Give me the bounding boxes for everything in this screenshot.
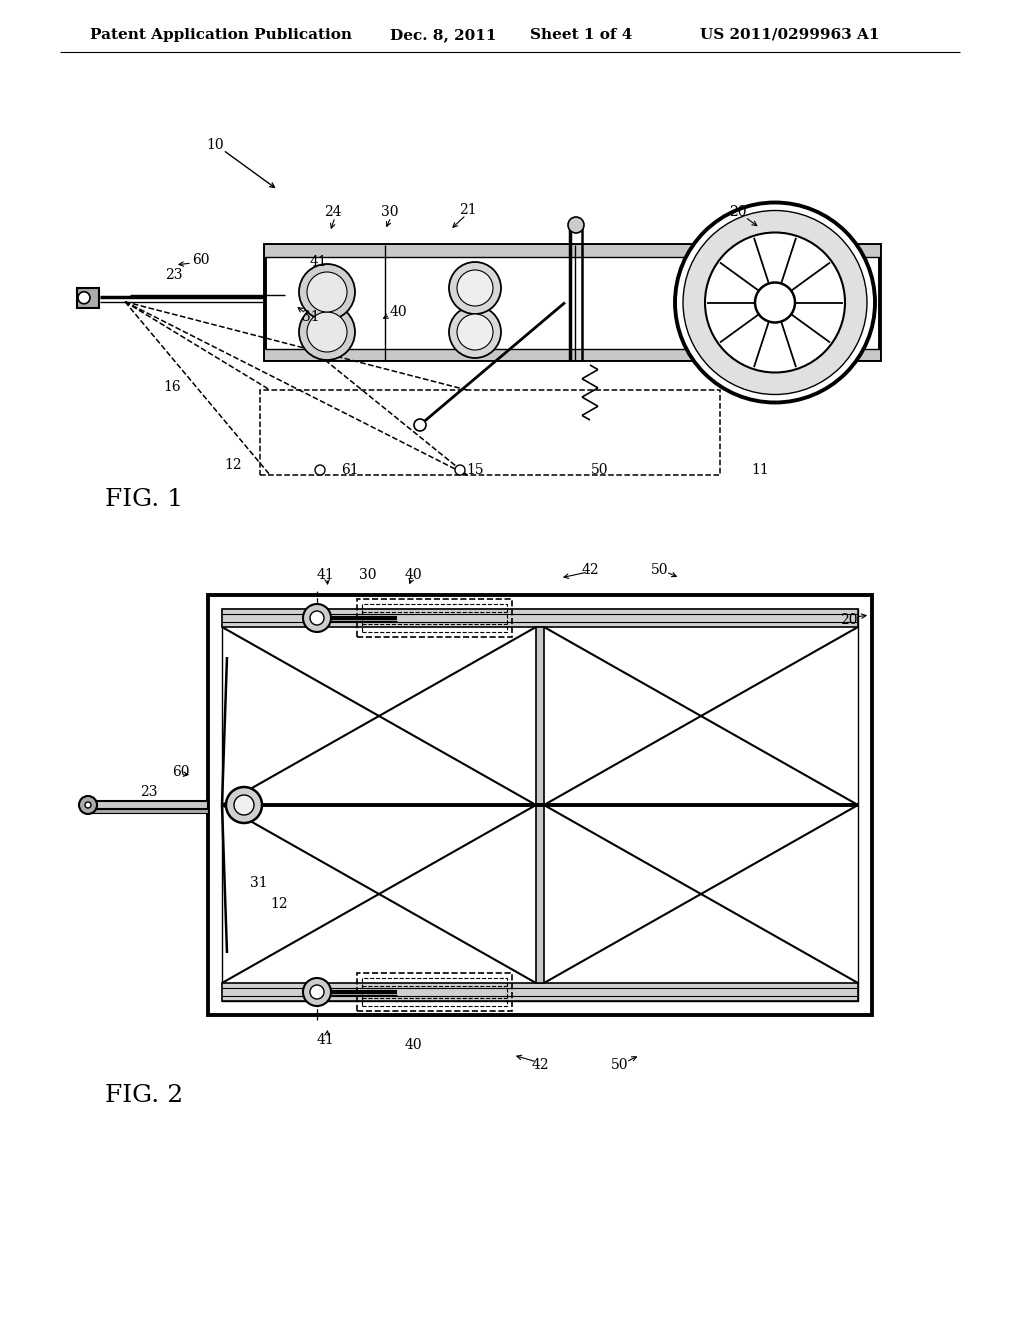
Text: 23: 23 — [140, 785, 158, 799]
Bar — [222, 609, 858, 627]
Bar — [90, 809, 208, 813]
Circle shape — [85, 803, 91, 808]
Text: 60: 60 — [193, 253, 210, 267]
Text: 12: 12 — [224, 458, 242, 473]
Circle shape — [234, 795, 254, 814]
Text: 31: 31 — [302, 310, 319, 323]
Text: Patent Application Publication: Patent Application Publication — [90, 28, 352, 42]
Text: 40: 40 — [404, 1038, 422, 1052]
Text: FIG. 1: FIG. 1 — [105, 488, 183, 511]
Text: Sheet 1 of 4: Sheet 1 of 4 — [530, 28, 633, 42]
Circle shape — [303, 605, 331, 632]
Bar — [362, 978, 507, 1006]
Circle shape — [455, 465, 465, 475]
Text: 50: 50 — [651, 564, 669, 577]
Circle shape — [299, 264, 355, 319]
Circle shape — [705, 232, 845, 372]
Text: 20: 20 — [729, 205, 746, 219]
Circle shape — [315, 465, 325, 475]
Bar — [90, 801, 208, 809]
Text: 12: 12 — [270, 898, 288, 911]
Text: 11: 11 — [752, 463, 769, 477]
Text: 41: 41 — [316, 1034, 334, 1047]
Circle shape — [755, 282, 795, 322]
Text: 31: 31 — [250, 876, 267, 890]
Text: 50: 50 — [611, 1059, 629, 1072]
Circle shape — [457, 314, 493, 350]
Text: 42: 42 — [582, 564, 599, 577]
Text: 30: 30 — [359, 568, 377, 582]
Circle shape — [307, 312, 347, 352]
Text: 20: 20 — [840, 612, 857, 627]
Text: 41: 41 — [316, 568, 334, 582]
Bar — [357, 973, 512, 1011]
Bar — [265, 246, 880, 360]
Circle shape — [568, 216, 584, 234]
Bar — [77, 288, 99, 308]
Circle shape — [449, 261, 501, 314]
Circle shape — [310, 985, 324, 999]
Circle shape — [78, 292, 90, 304]
Bar — [222, 609, 858, 1001]
Bar — [222, 983, 858, 1001]
Circle shape — [675, 202, 874, 403]
Text: Dec. 8, 2011: Dec. 8, 2011 — [390, 28, 497, 42]
Text: 40: 40 — [404, 568, 422, 582]
Text: 40: 40 — [390, 305, 408, 319]
Bar — [260, 389, 720, 475]
Bar — [265, 246, 880, 256]
Circle shape — [457, 271, 493, 306]
Text: 61: 61 — [341, 463, 358, 477]
Bar — [265, 348, 880, 360]
Text: 10: 10 — [206, 139, 224, 152]
Circle shape — [683, 210, 867, 395]
Circle shape — [303, 978, 331, 1006]
Text: 41: 41 — [309, 255, 327, 269]
Text: 60: 60 — [172, 766, 189, 779]
Bar — [208, 595, 872, 1015]
Text: US 2011/0299963 A1: US 2011/0299963 A1 — [700, 28, 880, 42]
Circle shape — [307, 272, 347, 312]
Circle shape — [299, 304, 355, 360]
Circle shape — [226, 787, 262, 822]
Text: 30: 30 — [381, 205, 398, 219]
Bar — [536, 627, 544, 983]
Circle shape — [310, 611, 324, 624]
Text: 50: 50 — [591, 463, 608, 477]
Text: 23: 23 — [165, 268, 182, 282]
Circle shape — [414, 418, 426, 432]
Circle shape — [449, 306, 501, 358]
Text: 21: 21 — [459, 203, 477, 216]
Text: 15: 15 — [466, 463, 483, 477]
Text: 16: 16 — [163, 380, 180, 393]
Text: 24: 24 — [325, 205, 342, 219]
Circle shape — [79, 796, 97, 814]
Text: 42: 42 — [531, 1059, 549, 1072]
Text: FIG. 2: FIG. 2 — [105, 1084, 183, 1106]
Bar — [357, 599, 512, 638]
Bar — [362, 605, 507, 632]
